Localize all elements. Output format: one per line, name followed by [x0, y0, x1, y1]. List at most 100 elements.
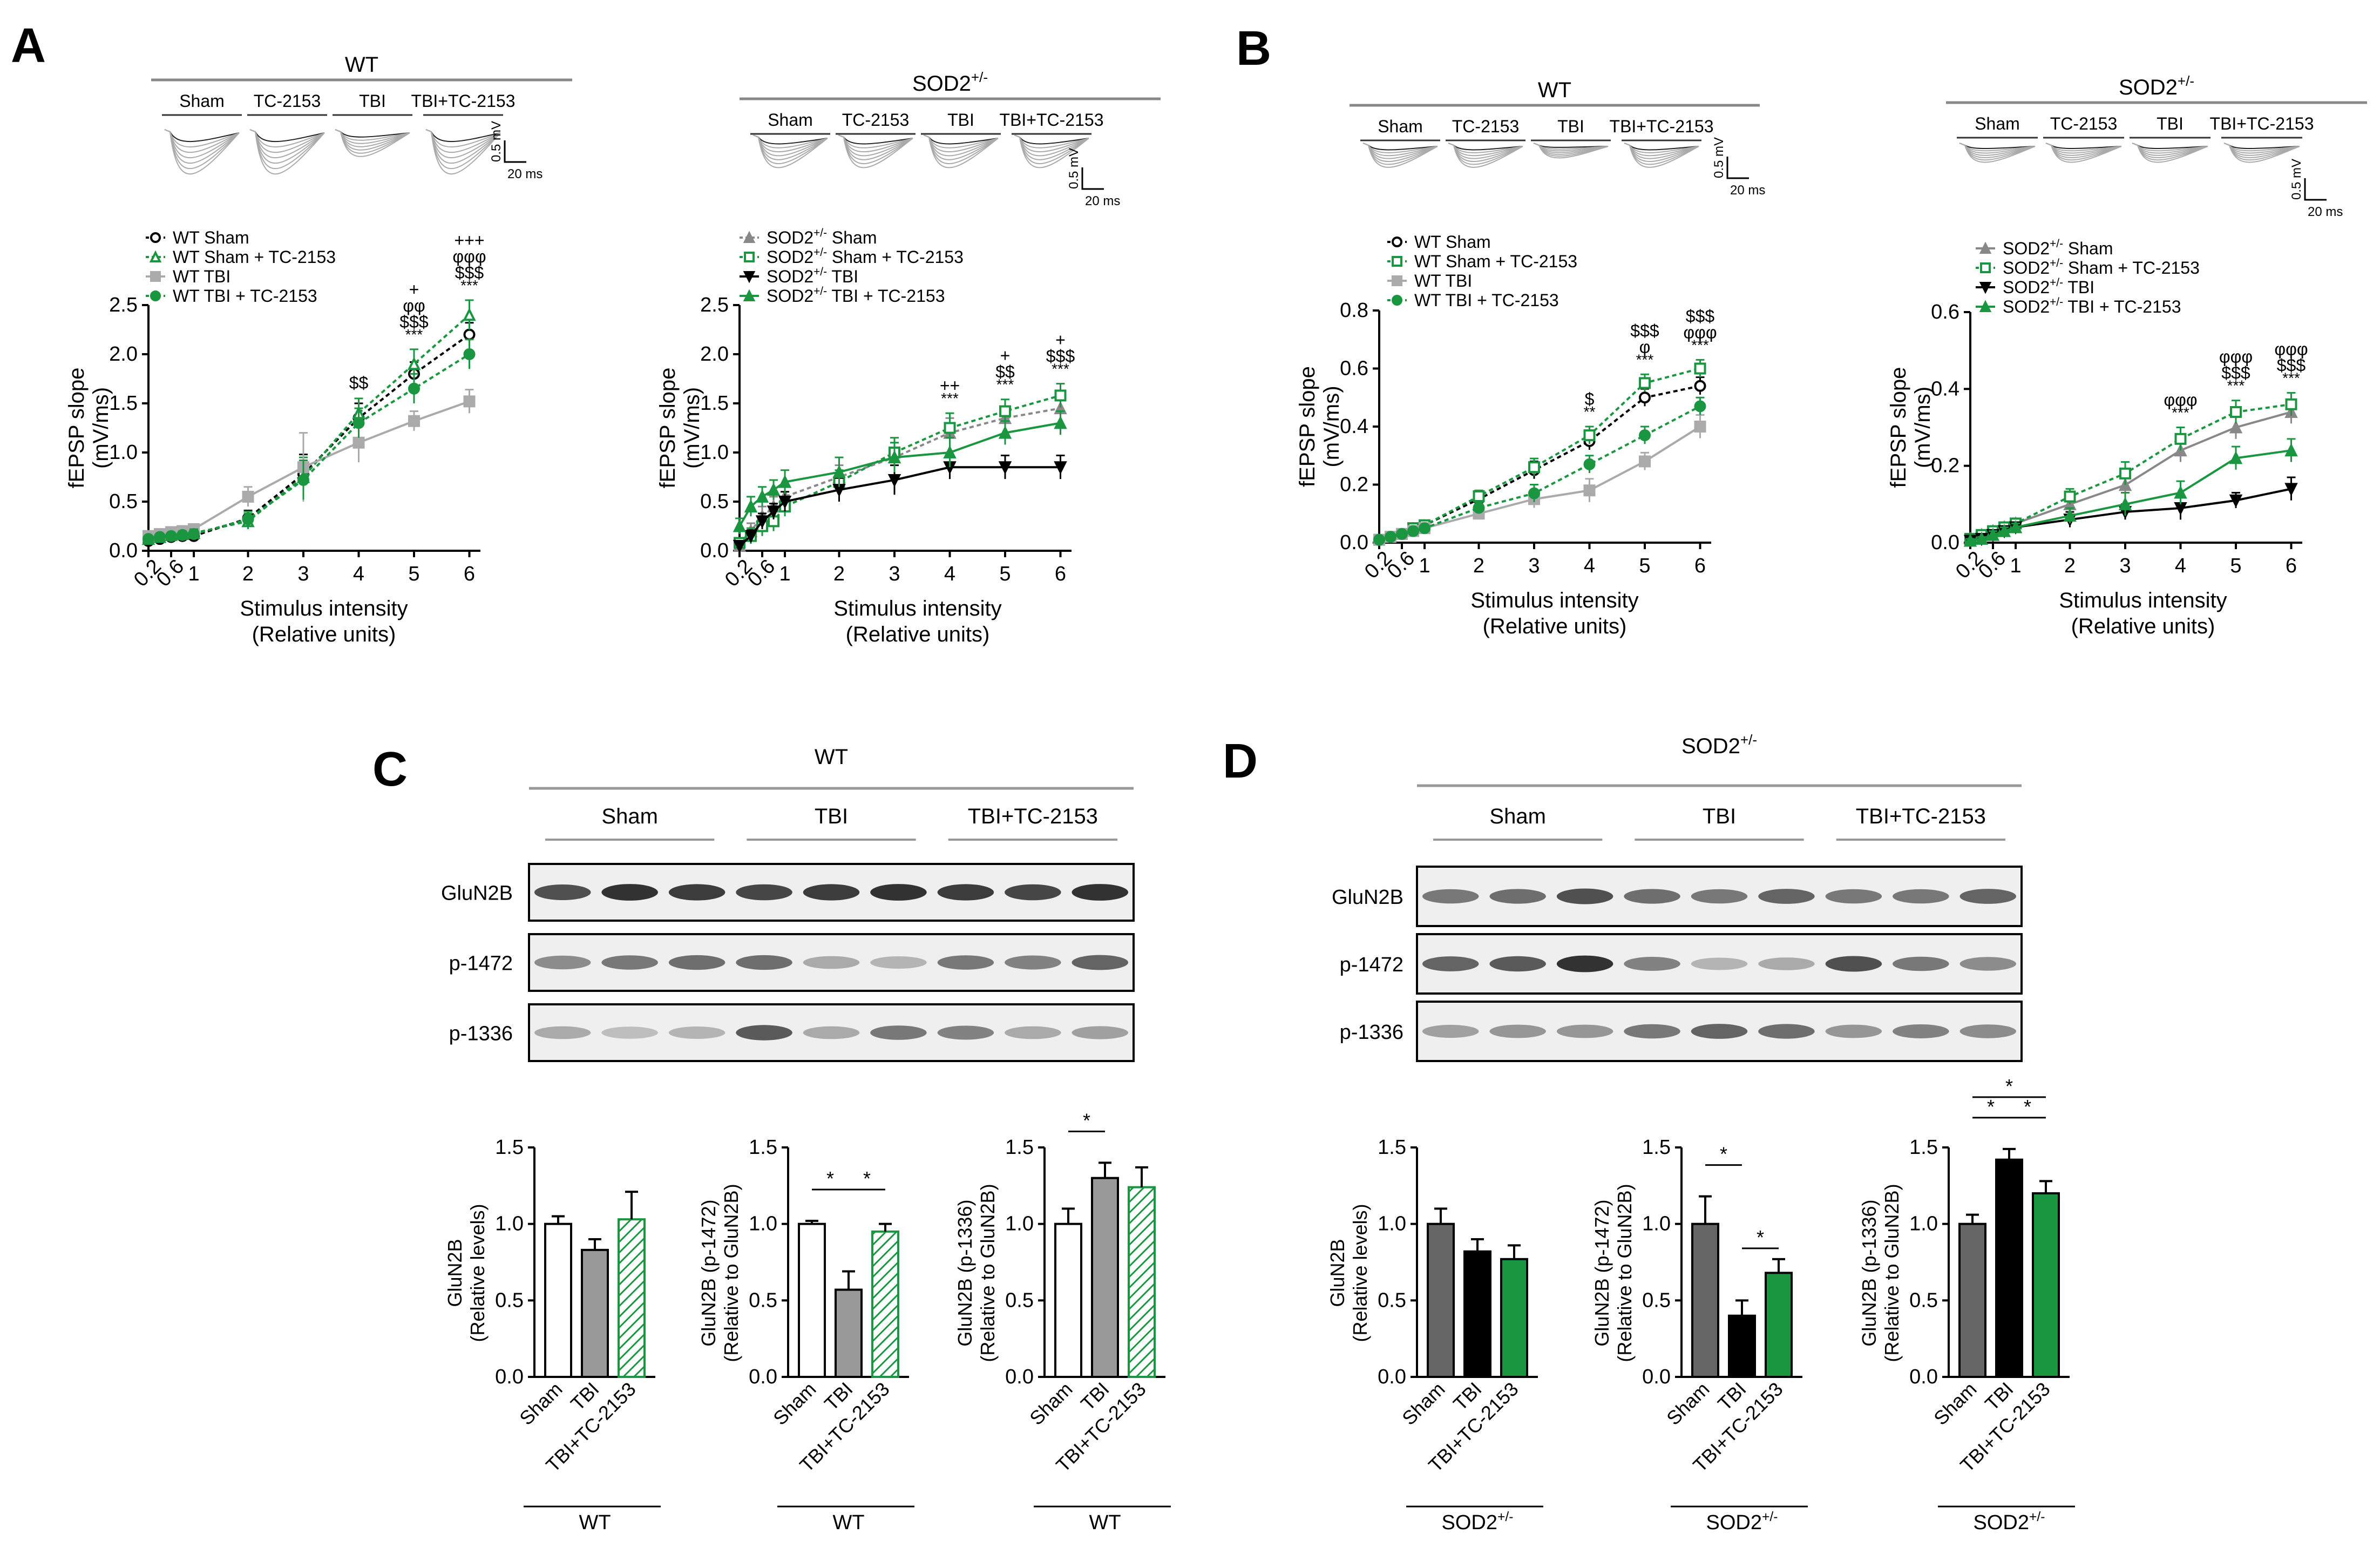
- genotype-label-main: SOD2: [1974, 1511, 2029, 1534]
- blot-band: [1624, 889, 1680, 904]
- blot-band: [1825, 889, 1882, 904]
- trace-label: TC-2153: [842, 110, 910, 130]
- significance-mark: +: [1000, 346, 1011, 366]
- x-tick-label: 4: [2175, 555, 2186, 577]
- significance-mark: φ: [1639, 337, 1651, 356]
- x-axis-label: Stimulus intensity: [2059, 589, 2227, 612]
- genotype-label-main: SOD2: [1706, 1511, 1762, 1534]
- legend-label-main: SOD2: [2003, 278, 2050, 297]
- genotype-label: WT: [579, 1511, 611, 1534]
- series-line: [148, 353, 470, 541]
- significance-star: *: [826, 1167, 834, 1190]
- significance-star: *: [1083, 1109, 1090, 1131]
- significance-mark: φφ: [403, 296, 425, 315]
- y-axis-label: GluN2B: [444, 1239, 466, 1307]
- blot-band: [1422, 1024, 1479, 1038]
- example-trace: [2045, 143, 2122, 163]
- y-tick-label: 1.5: [1909, 1136, 1938, 1159]
- blot-group-label: Sham: [1489, 805, 1546, 828]
- x-tick-label: 2: [2064, 555, 2076, 577]
- blot-band: [534, 1026, 591, 1039]
- y-tick-label: 0.2: [1931, 455, 1959, 477]
- scale-bar: [504, 140, 526, 163]
- y-axis-label-units: (Relative levels): [466, 1204, 489, 1342]
- series-line: [738, 407, 1061, 547]
- blot-band: [601, 955, 658, 970]
- chart-title-main: SOD2: [2119, 76, 2178, 99]
- legend-label-sup: +/-: [2050, 257, 2063, 269]
- blot-band: [1624, 957, 1680, 971]
- blot-band: [1691, 1024, 1748, 1039]
- scale-time: 20 ms: [1730, 183, 1765, 198]
- example-trace: [425, 129, 501, 143]
- example-trace: [164, 129, 240, 143]
- significance-mark: φφφ: [2164, 390, 2197, 410]
- y-tick-label: 0.0: [1005, 1366, 1034, 1388]
- legend-label-main: SOD2: [2003, 258, 2050, 278]
- scale-voltage: 0.5 mV: [1712, 137, 1726, 178]
- significance-mark: $$$: [2221, 363, 2250, 383]
- legend-label: WT Sham + TC-2153: [1414, 252, 1577, 271]
- data-point: [408, 382, 420, 395]
- data-point: [242, 490, 254, 503]
- example-trace: [1533, 143, 1609, 159]
- bar: [1728, 1314, 1756, 1379]
- legend-marker: [744, 252, 755, 262]
- x-tick-label: 6: [464, 563, 475, 585]
- trace-label: TBI: [1557, 117, 1584, 136]
- y-tick-label: 0.0: [1909, 1366, 1938, 1388]
- data-point: [1583, 484, 1596, 497]
- blot-row-label: p-1336: [1340, 1021, 1403, 1044]
- x-tick-label: 5: [999, 563, 1011, 585]
- x-tick-label: 3: [297, 563, 309, 585]
- data-point: [887, 474, 901, 488]
- bar-chart-d-p1336: 0.0 0.5 1.0 1.5 GluN2B (p-1336) (Relative to …: [1858, 1075, 2075, 1534]
- western-blot-c: WT Sham TBI TBI+TC-2153 GluN2B p-1472 p-1336: [441, 745, 1135, 1062]
- blot-band: [1072, 1026, 1129, 1039]
- data-point: [352, 417, 365, 429]
- y-tick-label: 1.0: [1909, 1213, 1938, 1235]
- example-trace: [425, 129, 501, 175]
- data-point: [1054, 415, 1067, 429]
- data-point: [1986, 528, 2000, 541]
- significance-mark: ***: [2172, 404, 2189, 421]
- significance-star: *: [863, 1167, 871, 1190]
- bar: [2032, 1192, 2060, 1378]
- blot-band: [1758, 889, 1815, 904]
- y-tick-label: 1.0: [1005, 1213, 1034, 1235]
- chart-title: WT: [345, 53, 378, 77]
- blot-band: [870, 884, 927, 901]
- legend-marker: [1979, 241, 1992, 254]
- significance-mark: ***: [405, 326, 423, 343]
- blot-band: [1005, 955, 1061, 970]
- blot-band: [1893, 1024, 1949, 1038]
- y-tick-label: 0.4: [1931, 377, 1959, 400]
- data-point: [755, 515, 769, 529]
- data-point: [1583, 458, 1596, 470]
- blot-title-main: SOD2: [1681, 734, 1740, 758]
- legend-label-suffix: TBI + TC-2153: [827, 286, 945, 306]
- y-axis-label-units: (mV/ms): [680, 387, 704, 469]
- blot-band: [736, 1025, 792, 1041]
- bar: [1128, 1186, 1156, 1379]
- data-point: [1975, 531, 1989, 545]
- significance-mark: +: [409, 280, 419, 299]
- legend-label: SOD2+/- TBI + TC-2153: [2003, 296, 2181, 316]
- legend-label: WT TBI: [173, 267, 230, 286]
- data-point: [1473, 502, 1485, 514]
- blot-band: [1825, 956, 1882, 972]
- legend-label: WT TBI + TC-2153: [1414, 291, 1559, 310]
- bar: [1427, 1222, 1455, 1379]
- bar: [1091, 1177, 1119, 1379]
- legend-marker: [743, 289, 756, 301]
- blot-band: [937, 884, 994, 901]
- data-point: [165, 530, 178, 542]
- significance-mark: $$: [995, 362, 1015, 382]
- scale-voltage: 0.5 mV: [489, 121, 504, 162]
- blot-band: [870, 1025, 927, 1040]
- y-tick-label: 1.0: [495, 1213, 524, 1235]
- x-tick-label: 2: [1473, 555, 1484, 577]
